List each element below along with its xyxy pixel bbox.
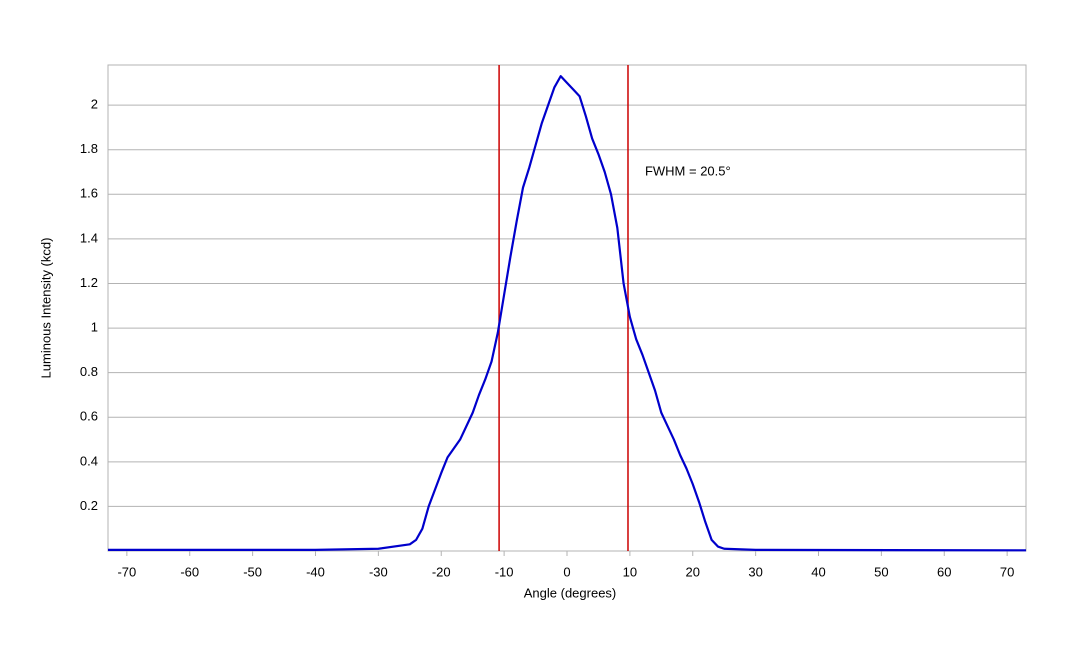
- x-tick-label: -30: [369, 564, 388, 579]
- x-tick-label: -50: [243, 564, 262, 579]
- y-tick-label: 1: [91, 320, 98, 335]
- x-tick-label: 60: [937, 564, 951, 579]
- y-tick-label: 1.6: [80, 186, 98, 201]
- x-tick-label: 50: [874, 564, 888, 579]
- y-tick-label: 1.2: [80, 275, 98, 290]
- x-tick-label: -70: [117, 564, 136, 579]
- x-tick-label: -40: [306, 564, 325, 579]
- y-tick-label: 0.6: [80, 409, 98, 424]
- x-tick-label: 10: [623, 564, 637, 579]
- x-tick-label: 40: [811, 564, 825, 579]
- x-tick-label: -20: [432, 564, 451, 579]
- y-axis-label: Luminous Intensity (kcd): [38, 238, 53, 379]
- y-tick-label: 0.4: [80, 453, 98, 468]
- y-tick-label: 2: [91, 97, 98, 112]
- x-tick-label: 20: [686, 564, 700, 579]
- x-axis-label: Angle (degrees): [524, 585, 617, 600]
- x-tick-label: 30: [748, 564, 762, 579]
- line-series: [108, 75, 1027, 552]
- y-tick-label: 1.4: [80, 230, 98, 245]
- x-tick-label: 0: [563, 564, 570, 579]
- x-tick-label: -10: [495, 564, 514, 579]
- x-tick-label: 70: [1000, 564, 1014, 579]
- y-tick-label: 1.8: [80, 141, 98, 156]
- y-tick-label: 0.2: [80, 498, 98, 513]
- plot-area: [107, 64, 1027, 552]
- x-tick-label: -60: [180, 564, 199, 579]
- y-tick-label: 0.8: [80, 364, 98, 379]
- annotation: FWHM = 20.5°: [645, 163, 731, 178]
